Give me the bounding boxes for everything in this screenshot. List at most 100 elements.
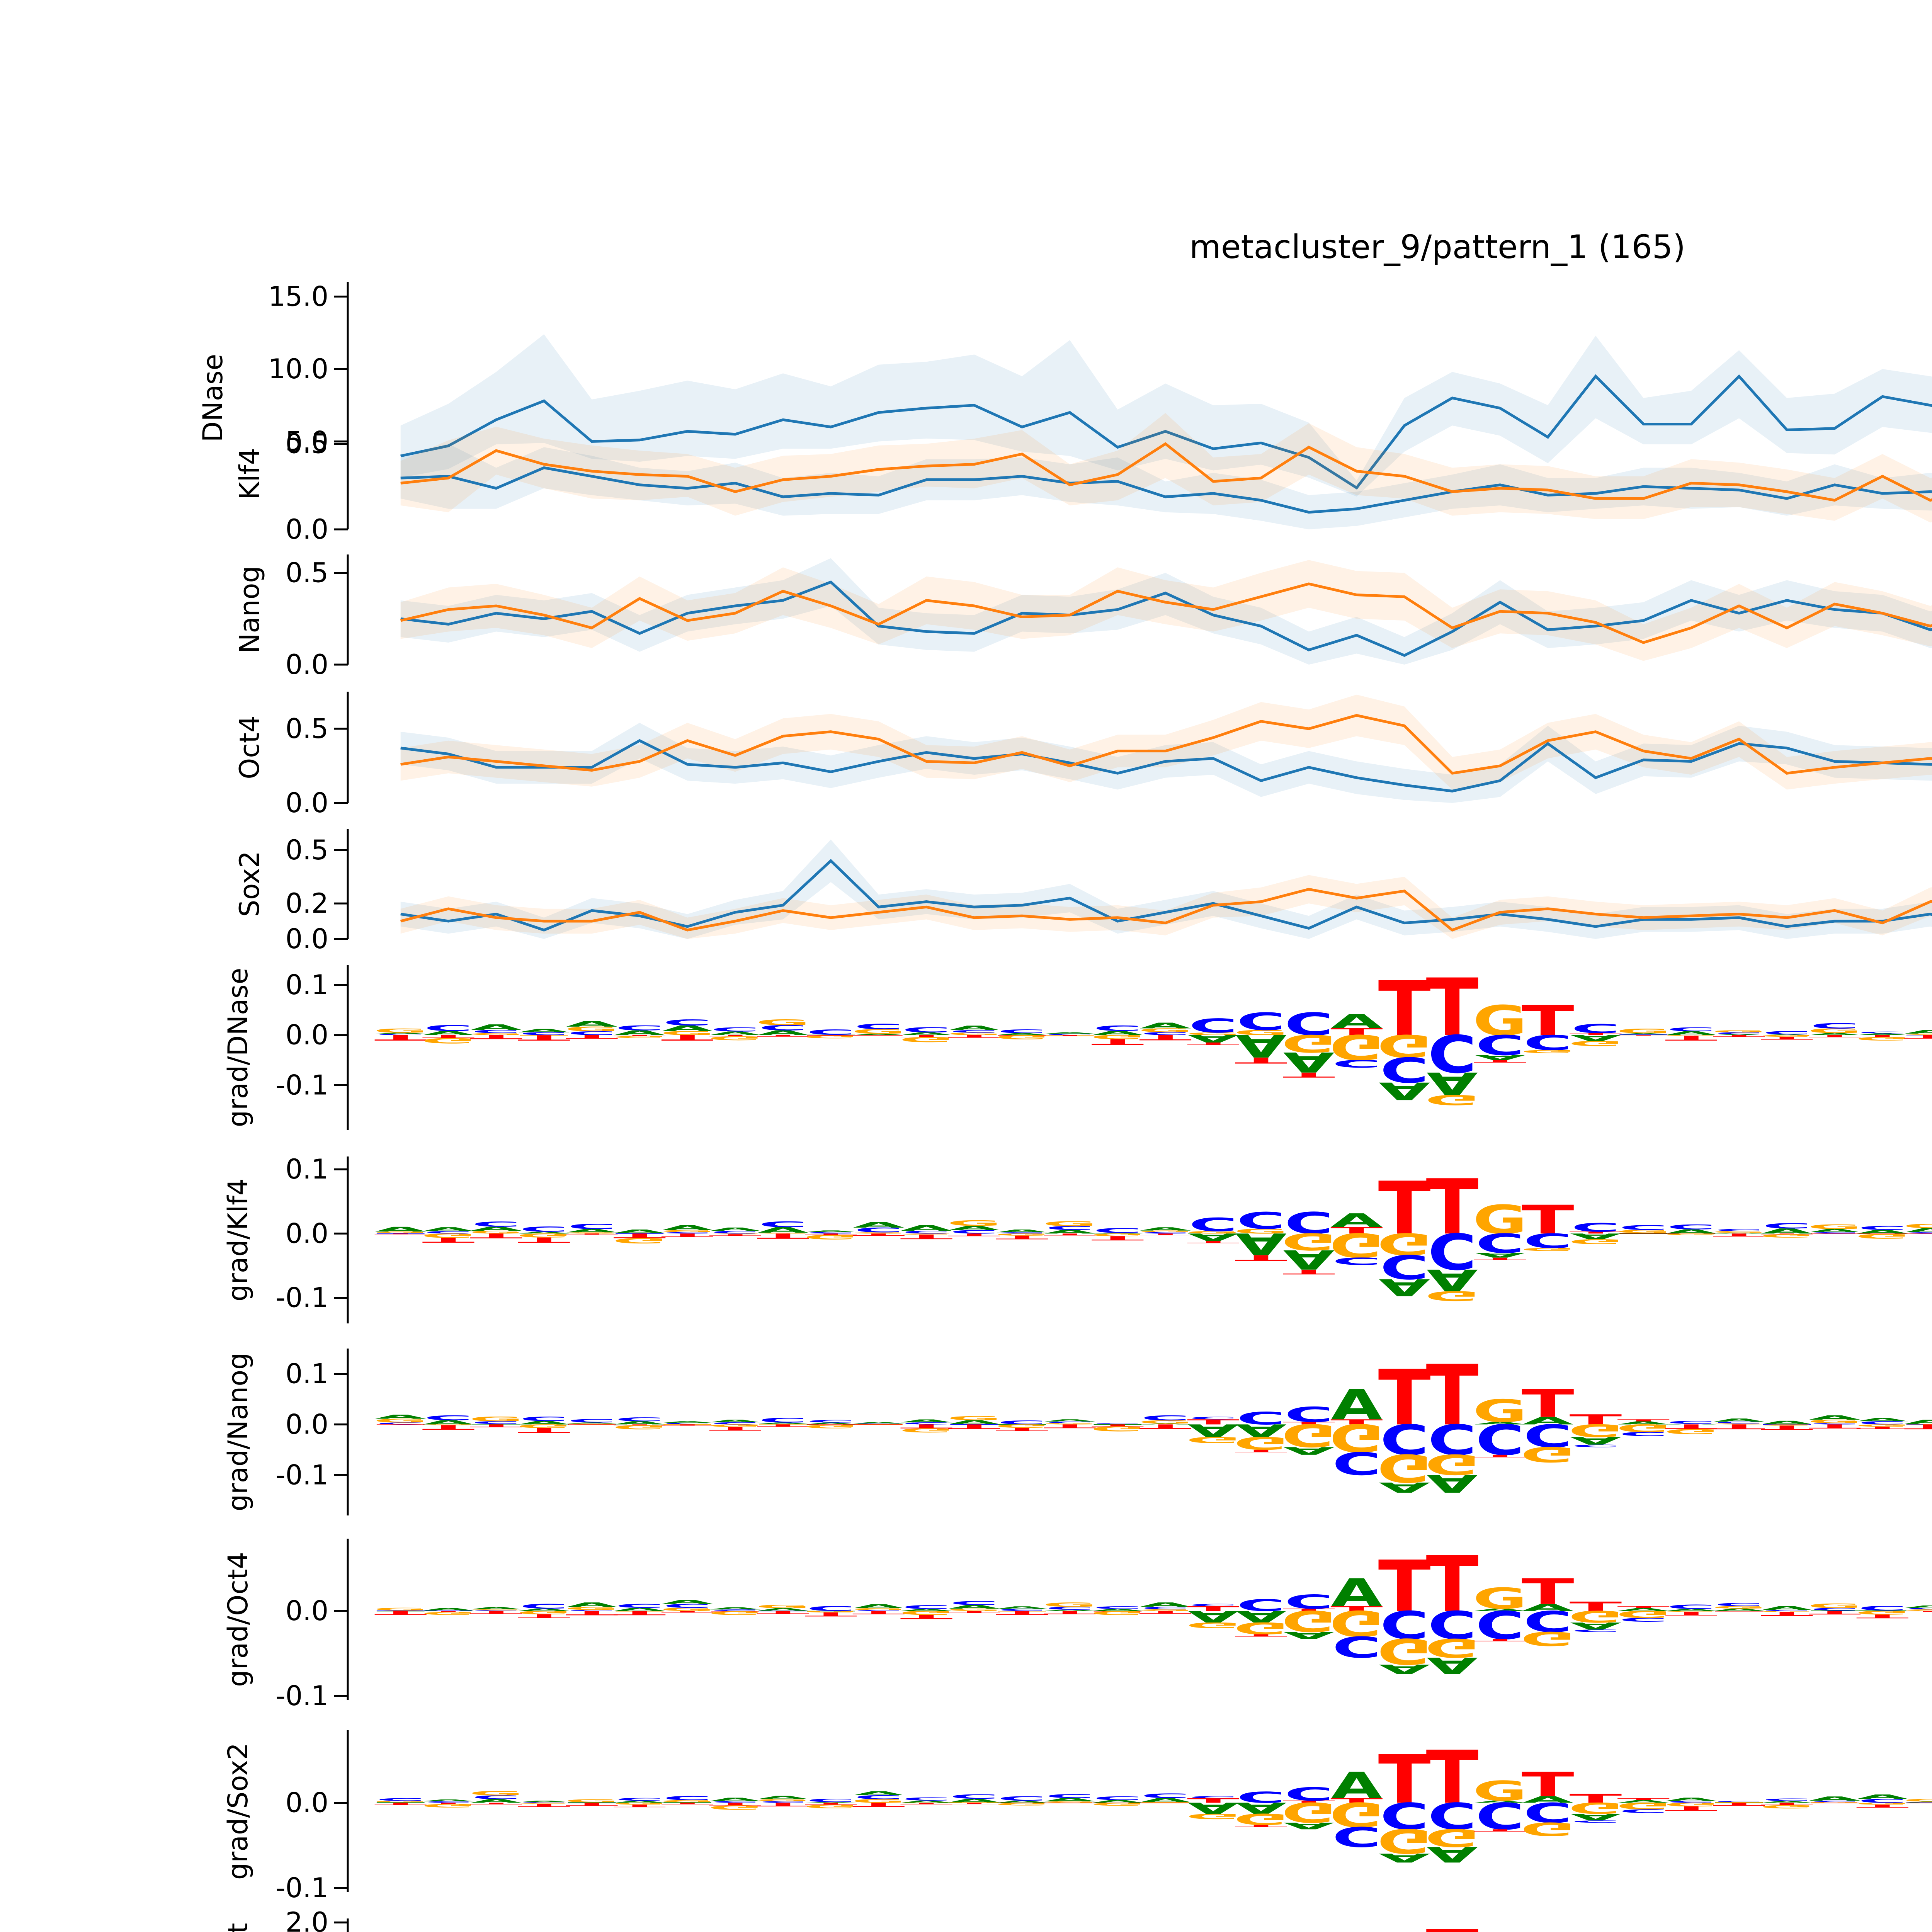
y-axis-label: grad/Sox2	[222, 1743, 254, 1880]
logo-letter-C: C	[1332, 1821, 1381, 1852]
logo-letter-C: C	[711, 1609, 760, 1611]
logo-letter-A: A	[1475, 1608, 1526, 1612]
logo-letter-G	[1141, 1802, 1189, 1803]
logo-letter-G: G	[1329, 1027, 1384, 1066]
logo-letter-C: C	[1236, 1208, 1285, 1234]
logo-letter-C: C	[1189, 1603, 1238, 1607]
logo-letter-A: A	[423, 1030, 474, 1036]
logo-letter-C: C	[1810, 1800, 1859, 1802]
logo-letter-G	[998, 1611, 1046, 1612]
logo-letter-T: T	[1282, 1268, 1335, 1276]
logo-letter-C: C	[902, 1230, 951, 1235]
logo-letter-G: G	[1808, 1419, 1862, 1425]
logo-letter-T: T	[1569, 1032, 1622, 1036]
logo-letter-T: T	[948, 1034, 1000, 1038]
logo-letter-A: A	[1618, 1799, 1669, 1804]
logo-letter-T: T	[1808, 1034, 1861, 1038]
logo-letter-T: T	[1330, 1797, 1383, 1804]
logo-letter-T: T	[1856, 1034, 1909, 1038]
logo-letter-C	[1619, 1034, 1668, 1035]
y-axis-label: grad/DNase	[222, 968, 254, 1128]
logo-letter-A: A	[1379, 1274, 1430, 1300]
logo-letter-T: T	[1569, 1412, 1622, 1428]
logo-letter-G: G	[1664, 1035, 1718, 1036]
logo-letter-A: A	[471, 1023, 522, 1032]
logo-letter-G: G	[1473, 1582, 1527, 1616]
logo-letter-G: G	[1425, 1633, 1480, 1663]
logo-letter-A: A	[1522, 1602, 1573, 1613]
logo-letter-A: A	[1665, 1030, 1717, 1036]
logo-letter-A: A	[1140, 1423, 1191, 1425]
logo-letter-C: C	[1524, 1030, 1572, 1054]
logo-letter-T	[1667, 1233, 1715, 1234]
logo-letter-G	[950, 1802, 998, 1803]
logo-letter-A: A	[614, 1800, 665, 1804]
logo-letter-C: C	[1810, 1423, 1859, 1425]
logo-letter-G: G	[708, 1423, 762, 1428]
logo-letter-C: C	[1715, 1032, 1764, 1035]
logo-letter-A: A	[1665, 1797, 1717, 1802]
logo-letter-A: A	[1905, 1029, 1932, 1034]
logo-letter-C	[1906, 1424, 1932, 1425]
logo-letter-A: A	[949, 1225, 1000, 1231]
logo-letter-A: A	[1618, 1033, 1669, 1035]
logo-letter-T: T	[900, 1803, 952, 1804]
y-tick-label: 0.0	[286, 923, 328, 955]
logo-letter-A: A	[423, 1419, 474, 1426]
logo-letter-A: A	[662, 1599, 713, 1605]
logo-letter-T	[1906, 1233, 1932, 1234]
logo-letter-T: T	[661, 1424, 714, 1426]
logo-letter-A: A	[1379, 1662, 1430, 1677]
logo-letter-G: G	[565, 1423, 619, 1425]
logo-letter-C: C	[1284, 1784, 1333, 1805]
logo-letter-C	[616, 1233, 664, 1234]
logo-letter-G: G	[1903, 1223, 1932, 1230]
y-tick-label: 0.0	[286, 1787, 328, 1818]
y-tick-label: -0.1	[276, 1282, 328, 1314]
logo-letter-A: A	[1379, 1077, 1430, 1105]
logo-letter-G: G	[995, 1802, 1049, 1806]
logo-letter-G: G	[1808, 1027, 1862, 1035]
logo-letter-C: C	[711, 1422, 760, 1425]
logo-letter-T: T	[1378, 1166, 1431, 1251]
logo-letter-G: G	[1520, 1049, 1575, 1054]
logo-letter-T: T	[1282, 1800, 1335, 1803]
logo-letter-T: T	[518, 1803, 570, 1808]
logo-letter-G: G	[660, 1799, 714, 1803]
logo-letter-T: T	[1808, 1610, 1861, 1616]
logo-letter-T: T	[996, 1235, 1048, 1240]
logo-letter-G: G	[612, 1036, 667, 1039]
logo-letter-T: T	[852, 1610, 905, 1615]
logo-letter-G: G	[1377, 1631, 1432, 1672]
logo-letter-C: C	[854, 1423, 903, 1425]
logo-letter-G: G	[1282, 1796, 1336, 1828]
logo-letter-C: C	[1715, 1602, 1764, 1607]
logo-letter-G: G	[1760, 1611, 1814, 1612]
panel-klf4: 0.0 0.5 Klf4	[234, 413, 1932, 545]
logo-letter-G: G	[1186, 1032, 1240, 1036]
logo-letter-C: C	[1046, 1421, 1094, 1423]
logo-letter-A: A	[1187, 1032, 1239, 1044]
logo-letter-G: G	[1282, 1029, 1336, 1057]
logo-letter-G: G	[660, 1230, 714, 1233]
logo-letter-T: T	[948, 1233, 1000, 1237]
logo-letter-T	[807, 1424, 855, 1425]
logo-letter-A: A	[518, 1800, 570, 1803]
logo-letter-C: C	[568, 1223, 616, 1231]
logo-letter-A: A	[901, 1800, 952, 1803]
logo-letter-G: G	[1425, 1092, 1480, 1108]
logo-letter-T: T	[1522, 1197, 1574, 1243]
logo-letter-G: G	[1568, 1238, 1623, 1245]
logo-letter-C: C	[1428, 1023, 1476, 1083]
logo-letter-T: T	[1665, 1423, 1718, 1430]
logo-letter-T: T	[565, 1609, 618, 1616]
logo-letter-A: A	[1235, 1420, 1287, 1440]
logo-letter-C: C	[1380, 1415, 1429, 1463]
logo-letter-T: T	[757, 1801, 809, 1807]
logo-letter-C: C	[759, 1417, 807, 1424]
logo-letter-G: G	[517, 1803, 571, 1804]
logo-letter-A: A	[1187, 1420, 1239, 1440]
logo-letter-G: G	[1473, 1393, 1527, 1429]
logo-letter-A: A	[375, 1226, 426, 1233]
logo-letter-G: G	[851, 1608, 906, 1611]
